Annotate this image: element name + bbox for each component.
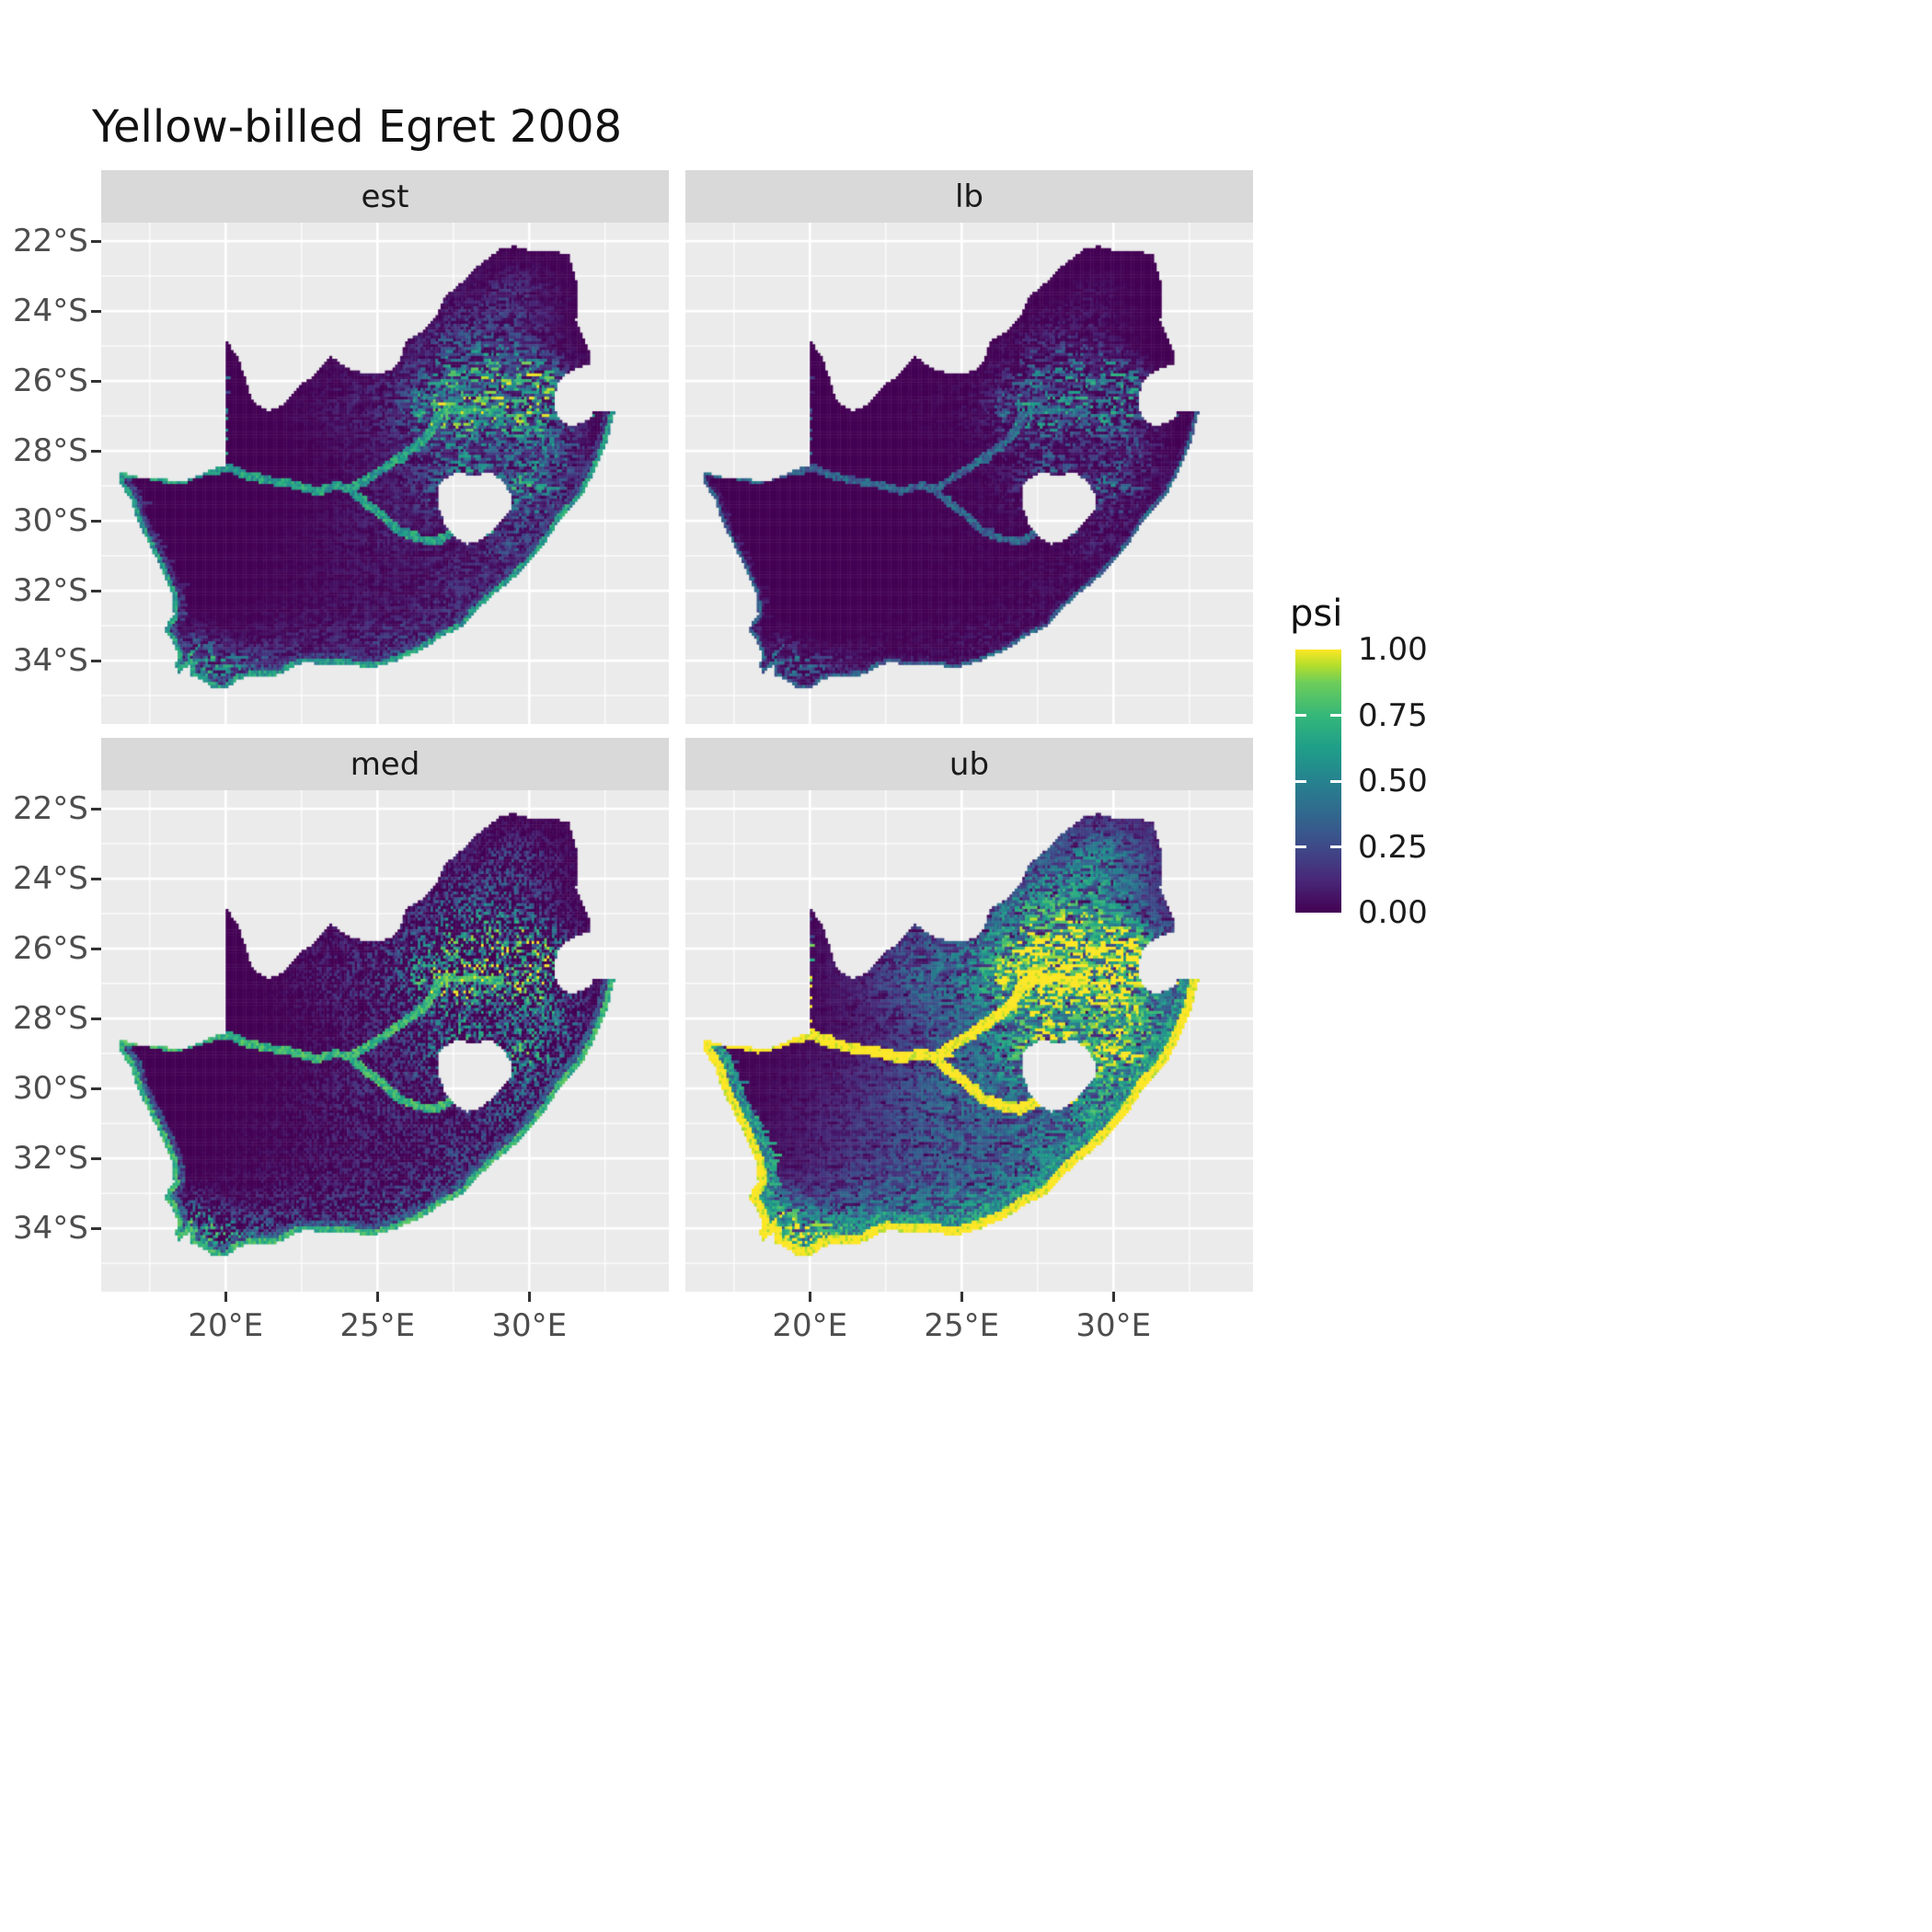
y-axis-tick-mark <box>91 309 101 313</box>
y-axis-tick-label: 32°S <box>13 572 88 610</box>
facet-strip-ub: ub <box>685 738 1253 790</box>
facet-label-est: est <box>361 178 409 215</box>
legend-tick-label: 1.00 <box>1358 631 1428 668</box>
x-axis-tick-label: 25°E <box>924 1307 1000 1344</box>
y-axis-tick-mark <box>91 1087 101 1090</box>
y-axis-tick-mark <box>91 1017 101 1020</box>
y-axis-tick-mark <box>91 807 101 811</box>
facet-label-med: med <box>350 745 420 783</box>
y-axis-tick-label: 28°S <box>13 432 88 470</box>
legend-tick-label: 0.75 <box>1358 696 1428 734</box>
y-axis-tick-mark <box>91 589 101 592</box>
y-axis-tick-mark <box>91 379 101 383</box>
x-axis-tick-label: 20°E <box>188 1307 264 1344</box>
legend-tick-mark <box>1330 845 1341 848</box>
y-axis-tick-mark <box>91 659 101 662</box>
y-axis-tick-mark <box>91 1156 101 1160</box>
y-axis-tick-mark <box>91 239 101 243</box>
facet-strip-est: est <box>101 170 669 223</box>
y-axis-tick-mark <box>91 947 101 950</box>
facet-label-lb: lb <box>954 178 984 215</box>
facet-label-ub: ub <box>949 745 990 783</box>
y-axis-tick-label: 26°S <box>13 362 88 400</box>
facet-strip-lb: lb <box>685 170 1253 223</box>
x-axis-tick-label: 20°E <box>772 1307 848 1344</box>
x-axis-tick-mark <box>960 1292 963 1302</box>
x-axis-tick-mark <box>375 1292 379 1302</box>
y-axis-tick-label: 22°S <box>13 790 88 828</box>
y-axis-tick-label: 28°S <box>13 1000 88 1038</box>
y-axis-tick-label: 26°S <box>13 930 88 968</box>
plot-title: Yellow-billed Egret 2008 <box>92 101 623 153</box>
facet-map-est <box>101 223 669 724</box>
y-axis-tick-label: 24°S <box>13 860 88 898</box>
y-axis-tick-label: 30°S <box>13 1070 88 1108</box>
y-axis-tick-mark <box>91 519 101 523</box>
y-axis-tick-label: 24°S <box>13 293 88 330</box>
facet-map-lb <box>685 223 1253 724</box>
legend-tick-mark <box>1330 714 1341 717</box>
legend-tick-label: 0.25 <box>1358 828 1428 866</box>
x-axis-tick-mark <box>527 1292 531 1302</box>
x-axis-tick-mark <box>808 1292 811 1302</box>
y-axis-tick-label: 34°S <box>13 642 88 680</box>
facet-strip-med: med <box>101 738 669 790</box>
legend-tick-mark <box>1295 714 1306 717</box>
y-axis-tick-label: 32°S <box>13 1140 88 1178</box>
y-axis-tick-mark <box>91 877 101 880</box>
y-axis-tick-label: 22°S <box>13 223 88 260</box>
x-axis-tick-label: 30°E <box>1075 1307 1152 1344</box>
legend-tick-mark <box>1295 779 1306 783</box>
legend-tick-mark <box>1330 779 1341 783</box>
legend-tick-mark <box>1295 845 1306 848</box>
y-axis-tick-mark <box>91 1226 101 1230</box>
x-axis-tick-mark <box>1111 1292 1115 1302</box>
legend-title: psi <box>1290 592 1343 635</box>
y-axis-tick-mark <box>91 449 101 453</box>
x-axis-tick-label: 25°E <box>339 1307 416 1344</box>
y-axis-tick-label: 30°S <box>13 502 88 540</box>
legend-tick-label: 0.50 <box>1358 763 1428 799</box>
x-axis-tick-label: 30°E <box>491 1307 568 1344</box>
facet-map-med <box>101 790 669 1292</box>
y-axis-tick-label: 34°S <box>13 1210 88 1248</box>
x-axis-tick-mark <box>224 1292 227 1302</box>
legend-tick-label: 0.00 <box>1358 894 1428 931</box>
facet-map-ub <box>685 790 1253 1292</box>
